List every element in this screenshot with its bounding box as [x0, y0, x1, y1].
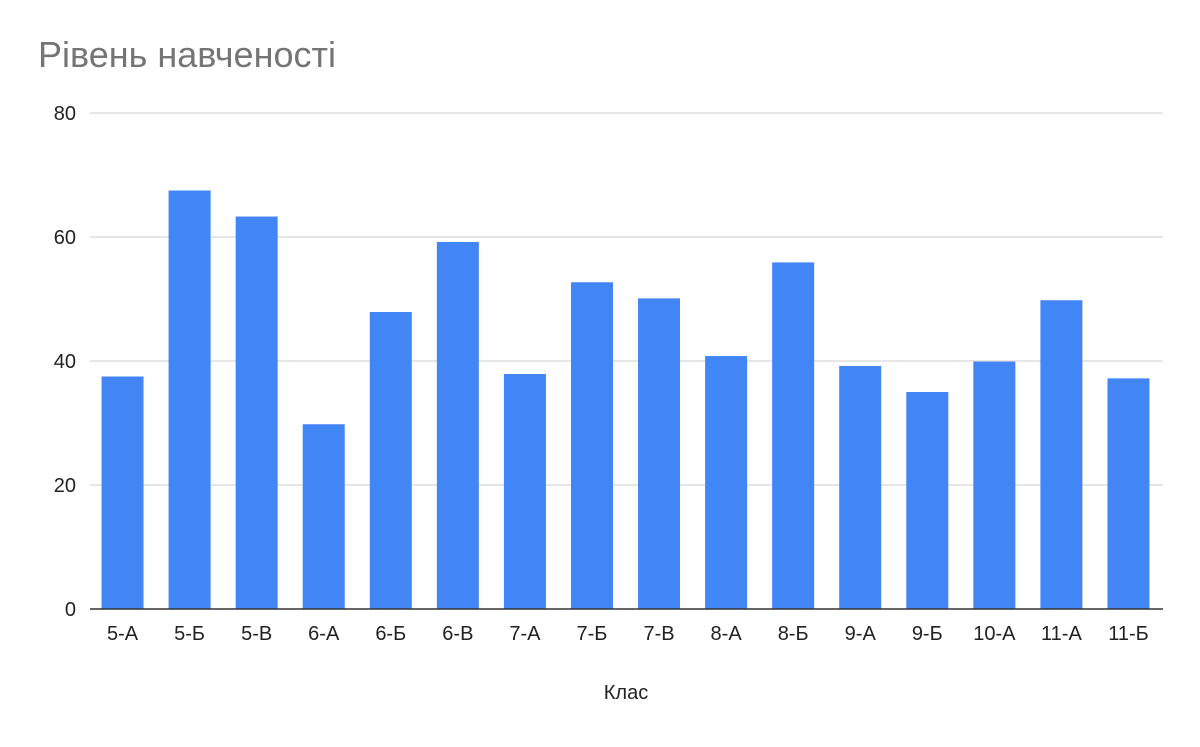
x-tick-label: 10-А [973, 623, 1016, 645]
x-tick-label: 8-А [711, 623, 743, 645]
x-tick-label: 7-А [509, 623, 541, 645]
bar [436, 241, 479, 609]
x-tick-label: 11-А [1041, 623, 1082, 645]
x-tick-label: 9-А [845, 623, 877, 645]
x-tick-label: 6-Б [375, 623, 406, 645]
y-tick-label: 40 [54, 351, 76, 373]
bar [302, 424, 345, 609]
bar [235, 216, 278, 610]
x-tick-label: 6-А [308, 623, 340, 645]
bar [503, 374, 546, 609]
bar [705, 356, 748, 609]
x-tick-label: 5-А [107, 623, 139, 645]
bar [638, 298, 681, 609]
bar [168, 190, 211, 609]
bar [1040, 300, 1083, 609]
y-tick-label: 60 [54, 227, 76, 249]
bar [570, 282, 613, 609]
bar [369, 312, 412, 609]
x-tick-label: 5-Б [174, 623, 205, 645]
x-tick-label: 7-В [643, 623, 674, 645]
y-axis-ticks: 0 20 40 60 80 [54, 103, 76, 621]
bars [101, 190, 1150, 610]
bar [101, 376, 144, 609]
y-tick-label: 0 [65, 599, 76, 621]
y-tick-label: 80 [54, 103, 76, 125]
x-axis-ticks: 5-А 5-Б 5-В 6-А 6-Б 6-В 7-А 7-Б 7-В 8-А 8-Б 9-А 9-Б 1… [107, 623, 1149, 645]
bar [1107, 378, 1150, 609]
x-tick-label: 11-Б [1108, 623, 1149, 645]
chart-title: Рівень навченості [38, 34, 336, 75]
x-axis-label: Клас [604, 682, 648, 704]
bar [973, 361, 1016, 609]
bar [906, 392, 949, 609]
bar [772, 262, 815, 609]
x-tick-label: 6-В [442, 623, 473, 645]
x-tick-label: 7-Б [577, 623, 608, 645]
x-tick-label: 9-Б [912, 623, 943, 645]
x-tick-label: 5-В [241, 623, 272, 645]
x-tick-label: 8-Б [778, 623, 809, 645]
y-tick-label: 20 [54, 475, 76, 497]
bar [839, 365, 882, 609]
